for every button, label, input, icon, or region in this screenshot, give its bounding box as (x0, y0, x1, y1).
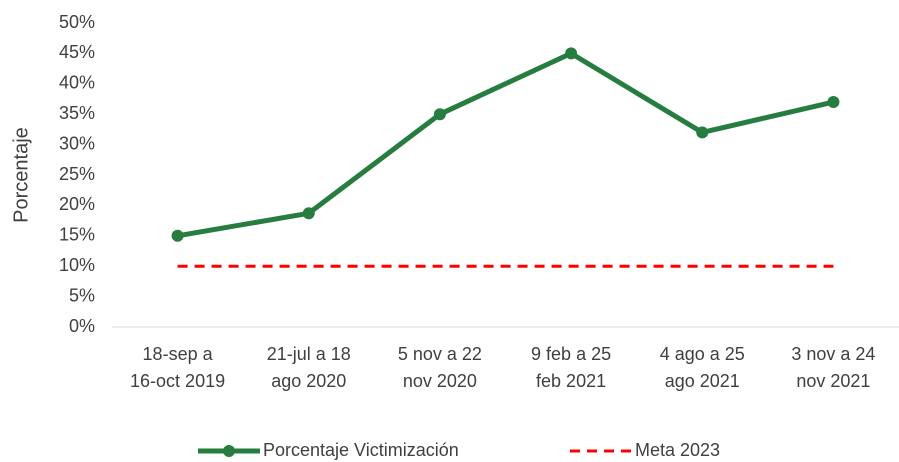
legend-label: Meta 2023 (635, 440, 720, 460)
y-tick-label: 0% (69, 316, 95, 336)
x-tick-label: nov 2020 (403, 371, 477, 391)
x-tick-label: ago 2021 (665, 371, 740, 391)
x-tick-label: 21-jul a 18 (267, 344, 351, 364)
x-tick-label: 9 feb a 25 (531, 344, 611, 364)
series-line (177, 50, 834, 239)
y-tick-label: 15% (59, 225, 95, 245)
x-tick-label: 4 ago a 25 (660, 344, 745, 364)
y-tick-label: 40% (59, 73, 95, 93)
marker (302, 207, 315, 220)
y-tick-label: 50% (59, 12, 95, 32)
marker (433, 108, 446, 121)
y-tick-label: 25% (59, 164, 95, 184)
marker (171, 229, 184, 242)
marker (696, 126, 709, 139)
marker (827, 96, 840, 109)
y-tick-label: 30% (59, 133, 95, 153)
x-tick-label: 16-oct 2019 (130, 371, 225, 391)
legend-label: Porcentaje Victimización (263, 440, 459, 460)
marker (565, 47, 578, 60)
x-tick-label: 5 nov a 22 (398, 344, 482, 364)
x-tick-label: nov 2021 (796, 371, 870, 391)
x-tick-label: ago 2020 (271, 371, 346, 391)
x-tick-label: 18-sep a (143, 344, 214, 364)
y-tick-label: 35% (59, 103, 95, 123)
y-tick-label: 10% (59, 255, 95, 275)
y-axis-title: Porcentaje (10, 127, 32, 223)
x-tick-label: 3 nov a 24 (791, 344, 875, 364)
x-tick-label: feb 2021 (536, 371, 606, 391)
legend-marker (223, 445, 235, 457)
y-tick-label: 45% (59, 42, 95, 62)
y-tick-label: 5% (69, 285, 95, 305)
y-tick-label: 20% (59, 194, 95, 214)
